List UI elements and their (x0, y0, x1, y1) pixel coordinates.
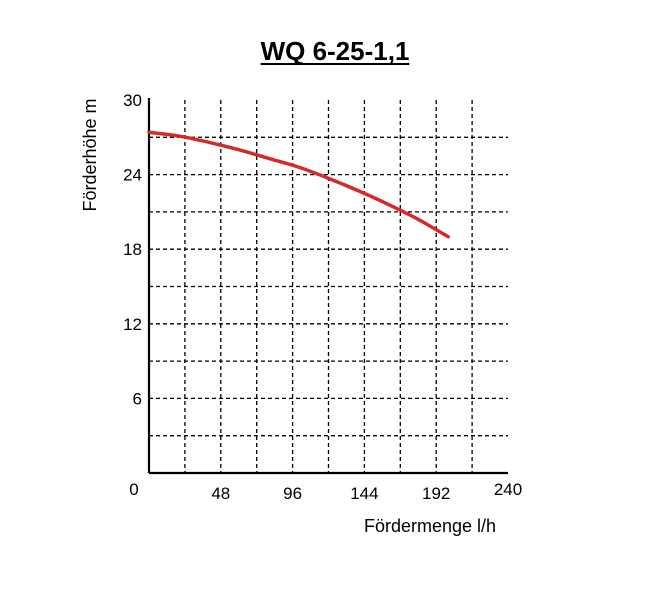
x-axis-label: Fördermenge l/h (364, 516, 496, 536)
x-tick-label: 144 (350, 484, 378, 503)
y-axis-label: Förderhöhe m (80, 98, 100, 211)
chart-title: WQ 6-25-1,1 (261, 36, 410, 66)
x-tick-label: 240 (494, 480, 522, 499)
tick-labels: 0 48 96 144 192 240 6 12 18 24 30 (123, 91, 522, 503)
axes (147, 98, 508, 475)
grid (149, 100, 508, 473)
x-tick-label: 0 (129, 480, 138, 499)
y-tick-label: 24 (123, 166, 142, 185)
y-tick-label: 6 (133, 389, 142, 408)
series (147, 130, 450, 239)
y-tick-label: 12 (123, 315, 142, 334)
pump-curve-line (147, 130, 450, 239)
x-tick-label: 192 (422, 484, 450, 503)
x-tick-label: 48 (211, 484, 230, 503)
x-tick-label: 96 (283, 484, 302, 503)
y-tick-label: 18 (123, 240, 142, 259)
y-tick-label: 30 (123, 91, 142, 110)
